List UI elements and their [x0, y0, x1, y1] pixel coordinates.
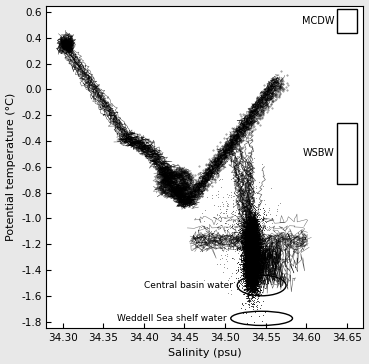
- Text: WSBW: WSBW: [303, 148, 335, 158]
- Bar: [337, 123, 358, 183]
- Text: Central basin water: Central basin water: [144, 281, 233, 290]
- Y-axis label: Potential temperature (°C): Potential temperature (°C): [6, 93, 15, 241]
- Bar: [337, 9, 358, 33]
- Text: Weddell Sea shelf water: Weddell Sea shelf water: [117, 314, 227, 323]
- X-axis label: Salinity (psu): Salinity (psu): [168, 348, 242, 359]
- Text: MCDW: MCDW: [302, 16, 335, 26]
